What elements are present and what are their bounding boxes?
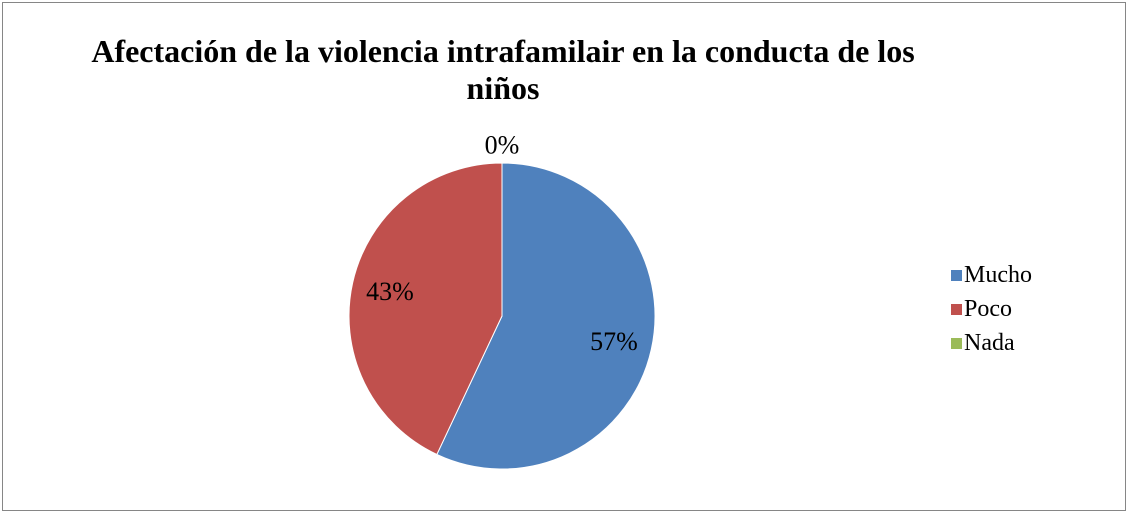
pie-plot: 57% 43% 0%: [348, 131, 656, 470]
legend-label-nada: Nada: [964, 329, 1015, 356]
chart-title-line-2: niños: [466, 70, 540, 106]
legend-swatch-mucho: [951, 269, 962, 281]
chart-title: Afectación de la violencia intrafamilair…: [3, 33, 1003, 107]
data-label-mucho: 57%: [590, 327, 638, 356]
legend-item-nada: Nada: [951, 326, 1032, 360]
data-label-poco: 43%: [366, 277, 414, 306]
legend-swatch-poco: [951, 303, 962, 315]
legend-item-mucho: Mucho: [951, 258, 1032, 292]
legend-item-poco: Poco: [951, 292, 1032, 326]
legend: Mucho Poco Nada: [951, 258, 1032, 360]
pie-slice-poco: [348, 162, 503, 456]
pie-slice-mucho: [436, 162, 656, 470]
data-label-nada: 0%: [485, 131, 520, 160]
chart-title-line-1: Afectación de la violencia intrafamilair…: [91, 33, 915, 69]
legend-label-poco: Poco: [964, 295, 1012, 322]
legend-swatch-nada: [951, 337, 962, 349]
legend-label-mucho: Mucho: [964, 261, 1032, 288]
